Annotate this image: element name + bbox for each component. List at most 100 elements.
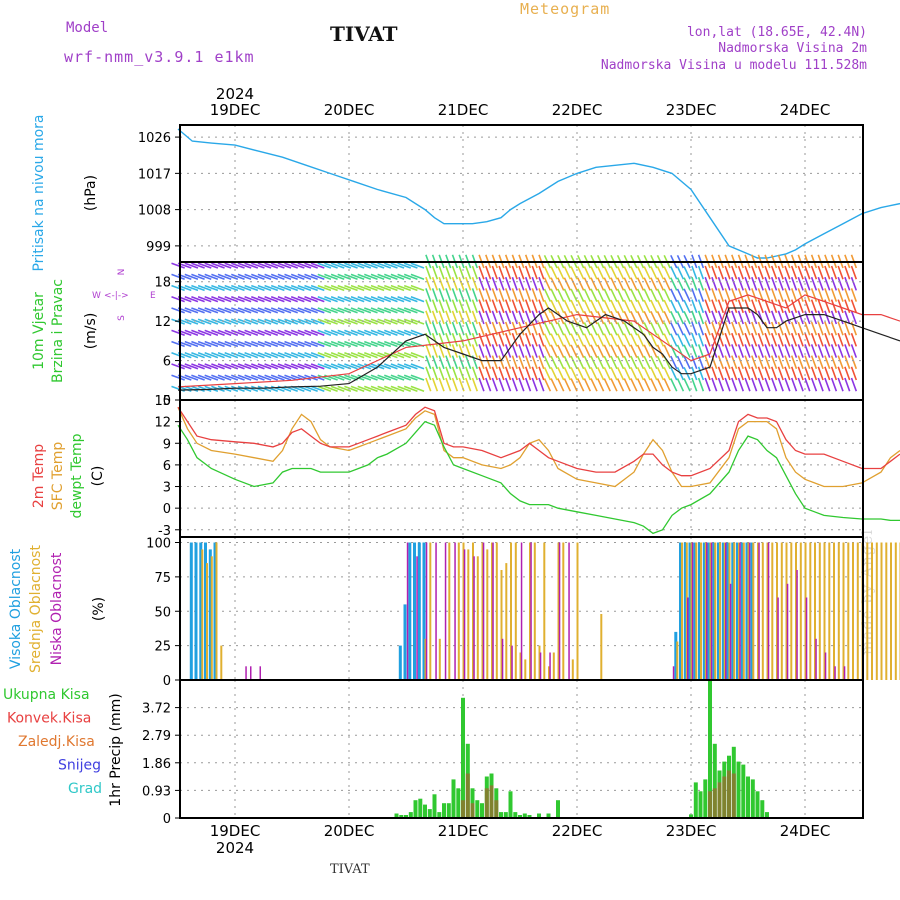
wind-vector bbox=[610, 299, 618, 314]
bottom-year-label: 2024 bbox=[216, 839, 254, 857]
wind-vector bbox=[438, 366, 445, 381]
wind-vector bbox=[623, 277, 631, 291]
total-precip-bar bbox=[451, 779, 456, 818]
wind-vector bbox=[744, 377, 751, 392]
wind-vector bbox=[583, 366, 592, 381]
wind-vector bbox=[211, 352, 225, 359]
wind-vector bbox=[310, 340, 325, 348]
wind-vector bbox=[310, 307, 325, 314]
wind-vector bbox=[511, 288, 518, 302]
wind-vector bbox=[244, 273, 259, 280]
wind-vector bbox=[531, 366, 538, 381]
wind-vector bbox=[431, 265, 439, 280]
wind-vector bbox=[683, 266, 691, 280]
wind-vectors bbox=[171, 254, 858, 392]
wind-vector bbox=[191, 329, 205, 336]
wind-vector bbox=[731, 355, 738, 370]
wind-vector bbox=[518, 310, 525, 325]
wind-vector bbox=[824, 321, 831, 336]
wind-vector bbox=[844, 377, 851, 392]
wind-vector bbox=[531, 332, 538, 347]
wind-vector bbox=[270, 296, 285, 303]
wind-vector bbox=[744, 276, 751, 291]
wind-vector bbox=[237, 340, 252, 348]
wind-vector bbox=[471, 366, 479, 381]
wind-vector bbox=[603, 366, 611, 381]
wind-vector bbox=[570, 277, 578, 291]
wind-vector bbox=[596, 288, 605, 302]
wind-vector bbox=[264, 329, 279, 336]
wind-vector bbox=[837, 377, 844, 392]
wind-vector bbox=[550, 277, 558, 291]
wind-vector bbox=[518, 377, 525, 392]
wind-vector bbox=[744, 344, 751, 358]
wind-vector bbox=[850, 377, 858, 392]
wind-vector bbox=[211, 340, 225, 348]
wind-vector bbox=[344, 262, 358, 269]
wind-vector bbox=[616, 378, 625, 392]
total-precip-bar bbox=[503, 812, 508, 818]
wind-vector bbox=[350, 340, 365, 348]
wind-vector bbox=[224, 318, 239, 325]
wind-vector bbox=[350, 296, 365, 303]
wind-vector bbox=[403, 340, 418, 348]
wind-vector bbox=[697, 265, 705, 280]
wind-vector bbox=[737, 276, 745, 291]
wind-vector bbox=[284, 262, 298, 269]
wind-vector bbox=[663, 344, 671, 358]
wind-vector bbox=[317, 374, 332, 381]
wind-vector bbox=[397, 374, 412, 381]
wind-vector bbox=[576, 299, 585, 314]
wind-vector bbox=[403, 296, 418, 303]
wind-vector bbox=[518, 321, 525, 336]
wind-vector bbox=[543, 266, 552, 280]
wind-vector bbox=[670, 366, 678, 381]
wind-vector bbox=[583, 322, 592, 336]
cloud-bar-1 bbox=[856, 542, 859, 680]
wind-vector bbox=[504, 321, 512, 336]
wind-vector bbox=[524, 288, 532, 302]
wind-vector bbox=[257, 284, 272, 292]
wind-vector bbox=[817, 355, 824, 370]
wind-tick-label: 12 bbox=[154, 315, 171, 330]
temp-unit: (C) bbox=[90, 466, 106, 487]
wind-vector bbox=[370, 307, 385, 314]
wind-vector bbox=[663, 299, 671, 314]
wind-vector bbox=[290, 296, 305, 303]
wind-vector bbox=[471, 288, 479, 302]
wind-vector bbox=[217, 352, 232, 359]
wind-vector bbox=[191, 385, 205, 392]
wind-vector bbox=[217, 363, 232, 370]
wind-vector bbox=[171, 352, 185, 359]
wind-vector bbox=[844, 276, 851, 291]
wind-vector bbox=[630, 344, 638, 358]
wind-vector bbox=[465, 377, 472, 392]
wind-vector bbox=[850, 288, 858, 302]
wind-vector bbox=[357, 340, 372, 348]
wind-vector bbox=[603, 322, 611, 336]
wind-vector bbox=[384, 329, 398, 336]
wind-vector bbox=[603, 378, 611, 392]
wind-vector bbox=[231, 273, 245, 280]
wind-vector bbox=[344, 374, 358, 381]
wind-vector bbox=[797, 377, 804, 392]
wind-vector bbox=[704, 288, 711, 302]
cloud-bar-0 bbox=[702, 542, 706, 680]
wind-vector bbox=[377, 262, 392, 269]
cloud-bar-2 bbox=[250, 666, 252, 681]
wind-vector bbox=[184, 318, 199, 325]
wind-vector bbox=[524, 366, 532, 381]
bottom-day-label: 20DEC bbox=[324, 822, 375, 840]
cloud-bar-1 bbox=[467, 549, 470, 680]
wind-vector bbox=[451, 299, 459, 314]
wind-vector bbox=[557, 366, 565, 381]
cloud-bar-1 bbox=[206, 563, 208, 680]
wind-vector bbox=[504, 265, 512, 280]
total-precip-bar bbox=[518, 815, 522, 818]
wind-vector bbox=[504, 355, 512, 370]
wind-vector bbox=[550, 344, 558, 358]
wind-vector bbox=[403, 318, 418, 325]
total-precip-bar bbox=[755, 791, 760, 818]
wind-vector bbox=[810, 355, 818, 370]
temp-frame bbox=[179, 399, 864, 538]
